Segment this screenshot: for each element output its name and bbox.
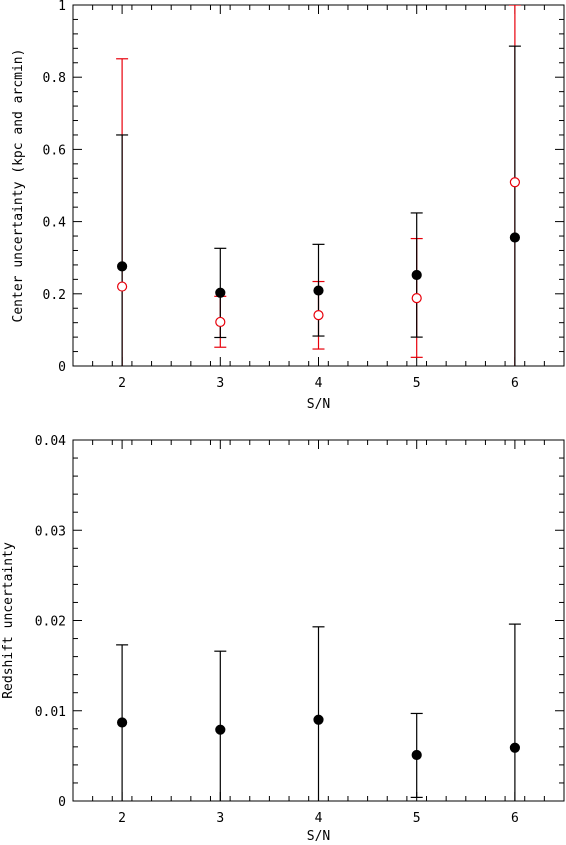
x-tick-label: 2 [118,811,126,826]
data-point-filled [116,261,128,272]
y-tick-label: 0.02 [35,615,66,630]
y-tick-label: 0.8 [43,71,66,86]
y-tick-label: 0.2 [43,288,66,303]
data-point-filled [215,287,226,298]
y-tick-label: 0.4 [43,216,67,231]
data-layer [116,623,521,801]
data-point-filled [313,285,324,296]
x-tick-label: 6 [511,811,519,826]
x-axis-label: S/N [307,829,330,844]
y-axis-label: Redshift uncertainty [1,542,16,699]
y-axis-label: Center uncertainty (kpc and arcmin) [11,49,26,323]
x-axis-label: S/N [307,397,330,412]
data-layer [116,5,521,366]
data-point-filled [509,742,521,753]
x-tick-label: 4 [315,376,323,391]
data-point-filled [116,717,128,728]
x-tick-label: 3 [216,811,224,826]
center-uncertainty-panel: 2 3 4 5 6 0 0.2 0.4 0.6 0.8 1 S/N Center uncertainty… [11,0,565,412]
data-point-filled [313,714,324,725]
y-tick-label: 0.04 [35,434,66,449]
data-point-open [509,177,521,188]
y-tick-label: 0 [58,795,66,810]
y-tick-label: 0.6 [43,143,66,158]
redshift-uncertainty-panel: 2 3 4 5 6 0 0.01 0.02 0.03 0.04 S/N Redshift uncert… [1,434,565,844]
y-tick-label: 1 [58,0,66,14]
data-point-open [411,293,422,304]
data-point-filled [411,269,422,281]
data-point-open [215,316,226,328]
x-tick-label: 4 [315,811,323,826]
data-point-filled [411,749,422,761]
data-point-open [116,281,128,292]
x-tick-label: 3 [216,376,224,391]
data-point-open [313,309,324,321]
data-point-filled [215,724,226,735]
y-tick-label: 0 [58,360,66,375]
y-tick-label: 0.03 [35,524,66,539]
y-tick-label: 0.01 [35,705,66,720]
x-tick-label: 5 [413,811,421,826]
x-tick-label: 2 [118,376,126,391]
x-tick-label: 5 [413,376,421,391]
data-point-filled [509,232,521,243]
x-tick-label: 6 [511,376,519,391]
